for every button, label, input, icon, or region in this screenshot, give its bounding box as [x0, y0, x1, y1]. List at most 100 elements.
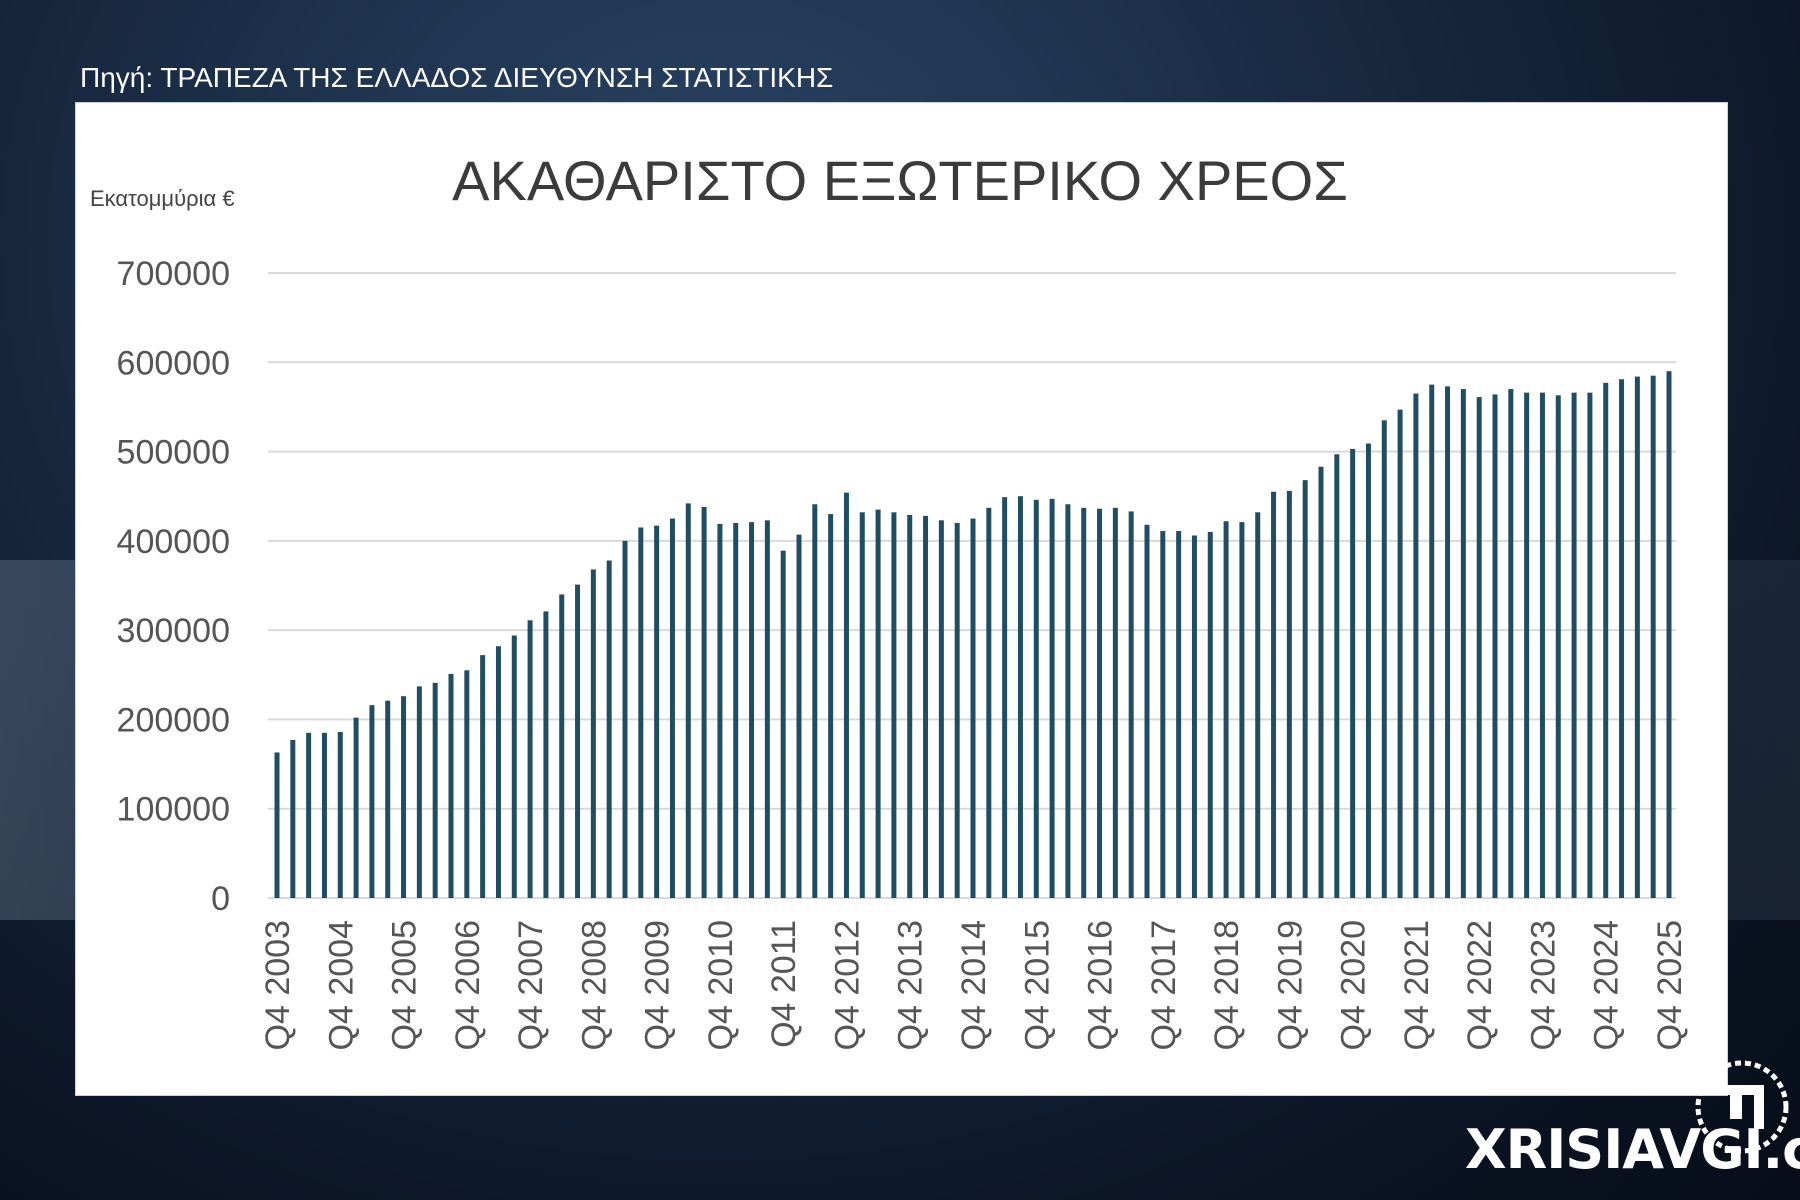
x-tick-label: Q4 2009: [639, 920, 677, 1050]
bar: [1492, 394, 1498, 898]
bar: [764, 520, 770, 898]
bar: [559, 594, 565, 898]
bar: [907, 514, 913, 898]
bar: [1524, 392, 1530, 898]
bar: [511, 635, 517, 898]
x-tick-label: Q4 2008: [575, 920, 613, 1050]
y-tick-labels: 0 100000 200000 300000 400000 500000 600000 700…: [117, 255, 230, 918]
x-tick-label: Q4 2006: [449, 920, 487, 1050]
bar: [1334, 454, 1340, 898]
x-tick-label: Q4 2015: [1018, 920, 1056, 1050]
bar: [1650, 375, 1656, 898]
y-tick-label: 600000: [117, 344, 230, 382]
bar: [1555, 395, 1561, 898]
y-tick-label: 500000: [117, 434, 230, 472]
bar: [828, 514, 834, 898]
bar: [669, 518, 675, 898]
bar: [1413, 393, 1419, 898]
bar: [701, 506, 707, 898]
bar: [796, 534, 802, 898]
bar: [954, 523, 960, 898]
y-tick-label: 700000: [117, 255, 230, 293]
x-tick-label: Q4 2004: [322, 920, 360, 1050]
bar: [891, 512, 897, 898]
bar: [1445, 386, 1451, 898]
bar: [717, 523, 723, 898]
x-tick-label: Q4 2016: [1082, 920, 1120, 1050]
bar: [1571, 392, 1577, 898]
x-tick-label: Q4 2005: [386, 920, 424, 1050]
bar: [527, 620, 533, 898]
bar: [1049, 498, 1055, 898]
bar: [1350, 448, 1356, 898]
y-tick-label: 400000: [117, 523, 230, 561]
x-tick-label: Q4 2019: [1271, 920, 1309, 1050]
x-tick-label: Q4 2003: [259, 920, 297, 1050]
bar: [1081, 507, 1087, 898]
bar: [1191, 535, 1197, 898]
x-tick-label: Q4 2012: [828, 920, 866, 1050]
bar: [1318, 466, 1324, 898]
bar: [1207, 531, 1213, 898]
x-tick-label: Q4 2021: [1398, 920, 1436, 1050]
bar: [970, 518, 976, 898]
chart-panel: [75, 102, 1728, 1096]
bar: [480, 655, 486, 898]
bar: [1381, 420, 1387, 898]
y-tick-label: 100000: [117, 791, 230, 829]
bar: [859, 512, 865, 898]
bar: [685, 503, 691, 898]
bar: [812, 504, 818, 898]
x-tick-label: Q4 2024: [1588, 920, 1626, 1050]
bar: [780, 550, 786, 898]
bars: [274, 371, 1672, 899]
y-tick-label: 0: [211, 880, 230, 918]
bar: [1097, 508, 1103, 898]
bar: [1666, 371, 1672, 899]
bar: [1302, 480, 1308, 898]
bar: [369, 705, 375, 898]
bar: [1397, 409, 1403, 898]
bar: [1271, 491, 1277, 898]
bar: [654, 525, 660, 898]
bar: [606, 560, 612, 898]
bar: [416, 686, 422, 898]
bar: [337, 731, 343, 898]
y-tick-label: 300000: [117, 612, 230, 650]
bar: [875, 509, 881, 898]
bar: [1112, 507, 1118, 898]
y-axis-unit-label: Εκατομμύρια €: [90, 186, 235, 211]
bar: [1160, 531, 1166, 898]
bar: [622, 540, 628, 898]
x-tick-label: Q4 2023: [1524, 920, 1562, 1050]
bar: [1508, 389, 1514, 898]
bar: [321, 732, 327, 898]
bar: [432, 682, 438, 898]
bar: [1429, 384, 1435, 898]
bar: [353, 717, 359, 898]
bar: [1587, 392, 1593, 898]
bar: [274, 752, 280, 898]
bar: [1065, 504, 1071, 898]
bar: [464, 670, 470, 898]
source-caption: Πηγή: ΤΡΑΠΕΖΑ ΤΗΣ ΕΛΛΑΔΟΣ ΔΙΕΥΘΥΝΣΗ ΣΤΑΤ…: [80, 62, 834, 93]
bar: [1460, 389, 1466, 898]
bar: [1476, 397, 1482, 898]
bar: [401, 696, 407, 898]
bar: [1539, 392, 1545, 898]
chart-title: ΑΚΑΘΑΡΙΣΤΟ ΕΞΩΤΕΡΙΚΟ ΧΡΕΟΣ: [452, 149, 1348, 212]
xrisiavgi-logo-icon: [1695, 1060, 1789, 1154]
gridlines: [268, 272, 1676, 899]
bar: [1239, 522, 1245, 898]
bar: [733, 523, 739, 898]
bar: [638, 527, 644, 898]
bar: [938, 520, 944, 898]
bar: [1144, 524, 1150, 898]
bar: [1286, 490, 1292, 898]
bar: [1619, 379, 1625, 898]
bar: [1128, 511, 1134, 898]
bar: [385, 700, 391, 898]
bar: [495, 646, 501, 898]
x-tick-label: Q4 2020: [1335, 920, 1373, 1050]
